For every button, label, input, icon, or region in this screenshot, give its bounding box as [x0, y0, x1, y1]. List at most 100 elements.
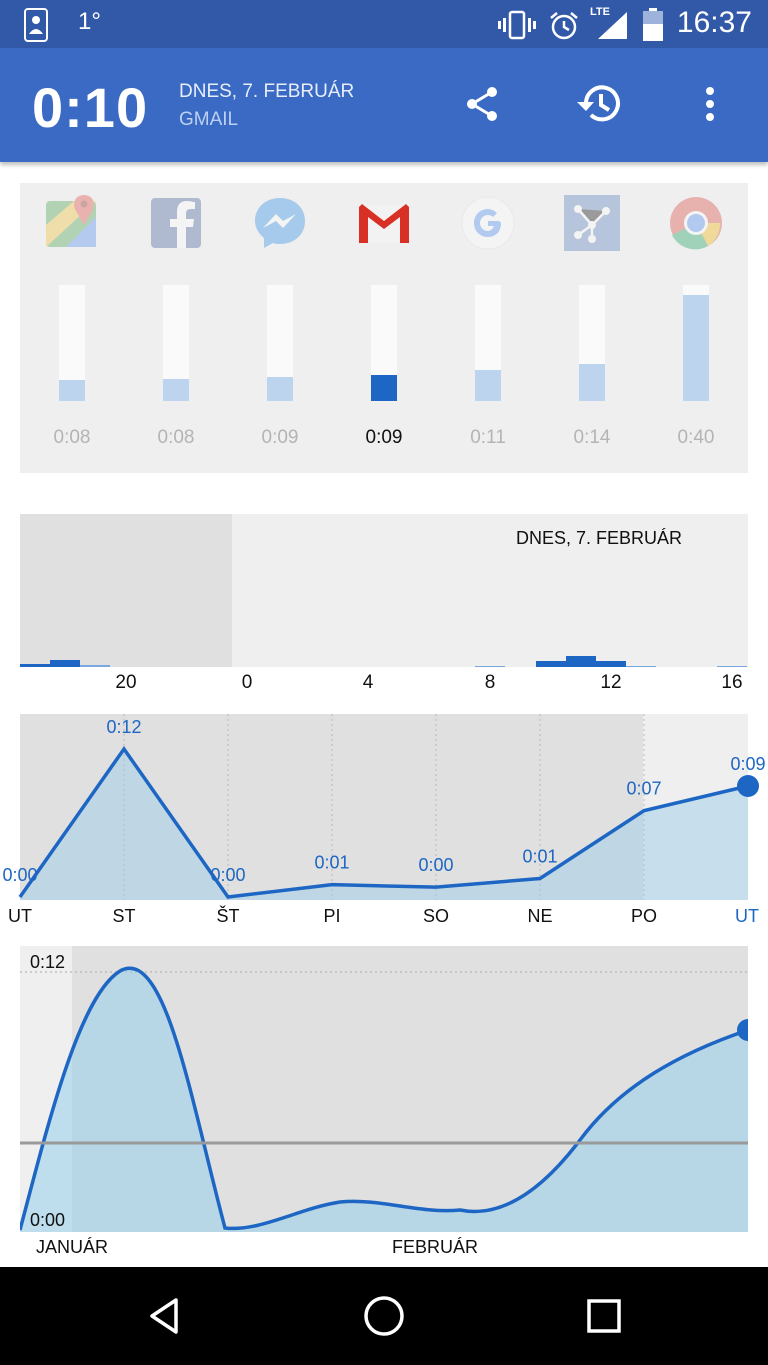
day-value-label: 0:07 — [626, 779, 661, 799]
usage-time-label: 0:08 — [157, 427, 195, 448]
weekly-line — [18, 745, 749, 899]
day-value-label: 0:00 — [2, 865, 37, 885]
recents-button[interactable] — [580, 1292, 628, 1340]
vibrate-icon — [498, 10, 536, 40]
hourly-chart[interactable]: DNES, 7. FEBRUÁR — [20, 514, 748, 667]
month-min-label: 0:00 — [30, 1210, 65, 1230]
weekly-chart[interactable]: 0:00 0:12 0:00 0:01 0:00 0:01 0:07 0:09 — [2, 714, 766, 900]
alarm-icon — [550, 12, 578, 40]
monthly-chart[interactable]: 0:12 0:00 — [20, 946, 748, 1232]
google-icon — [461, 196, 515, 250]
day-value-label: 0:00 — [418, 855, 453, 875]
usage-bar — [475, 285, 501, 401]
selected-app-name: GMAIL — [179, 109, 239, 130]
chrome-icon — [670, 197, 722, 250]
usage-bar — [59, 285, 85, 401]
usage-time-label: 0:09 — [261, 427, 299, 448]
usage-time-label: 0:11 — [470, 427, 506, 448]
hour-tick-label: 12 — [600, 672, 622, 693]
network-type-label: LTE — [590, 6, 610, 18]
month-label: FEBRUÁR — [391, 1237, 479, 1257]
day-value-label: 0:01 — [314, 853, 349, 873]
more-vert-icon — [706, 87, 714, 121]
usage-bar-fill — [163, 378, 189, 401]
usage-time-label: 0:14 — [573, 427, 611, 448]
hour-tick-label: 0 — [241, 672, 253, 693]
back-button[interactable] — [140, 1292, 188, 1340]
navigation-bar — [0, 1267, 768, 1365]
hour-tick-label: 4 — [362, 672, 374, 693]
messenger-icon — [255, 198, 305, 248]
day-value-label: 0:01 — [522, 847, 557, 867]
battery-icon — [643, 8, 663, 41]
day-label: ŠT — [216, 906, 240, 926]
home-button[interactable] — [360, 1292, 408, 1340]
hour-bar — [596, 661, 626, 667]
day-label: NE — [527, 906, 553, 926]
recents-icon — [587, 1299, 621, 1333]
back-icon — [150, 1298, 178, 1334]
app-column-chrome[interactable]: 0:40 — [644, 183, 748, 473]
status-temperature: 1° — [78, 8, 101, 35]
total-usage-time: 0:10 — [32, 76, 149, 139]
signal-icon — [598, 12, 627, 39]
app-column-gmail[interactable]: 0:09 — [332, 183, 436, 473]
day-value-label: 0:09 — [730, 754, 765, 774]
app-bar: 0:10 DNES, 7. FEBRUÁR GMAIL — [0, 48, 768, 162]
home-icon — [364, 1296, 404, 1336]
person-icon — [24, 8, 48, 42]
usage-bar-fill — [267, 376, 293, 401]
day-label: PI — [323, 906, 341, 926]
usage-bar-fill — [579, 363, 605, 401]
previous-day-region — [20, 514, 232, 667]
month-label: JANUÁR — [35, 1237, 109, 1257]
hour-bar — [566, 656, 596, 667]
weekly-axis: UT ST ŠT PI SO NE PO UT — [0, 906, 768, 930]
day-label-today: UT — [735, 906, 759, 926]
app-column-google[interactable]: 0:11 — [436, 183, 540, 473]
monthly-area — [20, 968, 748, 1232]
hour-bar — [536, 661, 566, 667]
share-app-icon — [564, 195, 620, 251]
status-bar: 1° LTE 16:37 — [0, 0, 768, 48]
usage-bar — [683, 285, 709, 401]
usage-bar-fill — [371, 375, 397, 401]
app-usage-card: 0:08 0:08 0:09 0:09 0:11 — [20, 183, 748, 473]
usage-bar-fill — [475, 369, 501, 401]
app-column-messenger[interactable]: 0:09 — [228, 183, 332, 473]
facebook-icon — [151, 198, 201, 248]
app-column-facebook[interactable]: 0:08 — [124, 183, 228, 473]
hour-tick-label: 16 — [721, 672, 743, 693]
hour-bar — [20, 664, 50, 667]
usage-bar-fill — [683, 295, 709, 401]
hour-bar — [50, 660, 80, 667]
hourly-axis: 20 0 4 8 12 16 — [0, 672, 768, 698]
day-label: ST — [112, 906, 136, 926]
more-options-button[interactable] — [686, 80, 734, 128]
hourly-date-label: DNES, 7. FEBRUÁR — [515, 528, 682, 548]
google-maps-icon — [46, 195, 96, 247]
app-column-share[interactable]: 0:14 — [540, 183, 644, 473]
usage-bar — [579, 285, 605, 401]
usage-bar-fill — [59, 380, 85, 401]
usage-bar — [163, 285, 189, 401]
usage-time-label: 0:09 — [365, 427, 403, 448]
month-max-label: 0:12 — [30, 952, 65, 972]
hour-bar — [717, 666, 747, 667]
status-time: 16:37 — [676, 6, 752, 39]
day-label: SO — [422, 906, 450, 926]
hour-tick-label: 20 — [115, 672, 137, 693]
day-label: UT — [8, 906, 32, 926]
usage-bar — [267, 285, 293, 401]
app-column-maps[interactable]: 0:08 — [20, 183, 124, 473]
share-icon — [467, 87, 497, 121]
share-button[interactable] — [458, 80, 506, 128]
history-button[interactable] — [574, 80, 622, 128]
selected-date: DNES, 7. FEBRUÁR — [179, 81, 355, 102]
monthly-axis: JANUÁR FEBRUÁR — [0, 1237, 768, 1261]
history-icon — [577, 85, 620, 122]
day-value-label: 0:00 — [210, 865, 245, 885]
usage-bar — [371, 285, 397, 401]
weekly-current-point — [737, 775, 759, 797]
monthly-line — [20, 966, 748, 1231]
